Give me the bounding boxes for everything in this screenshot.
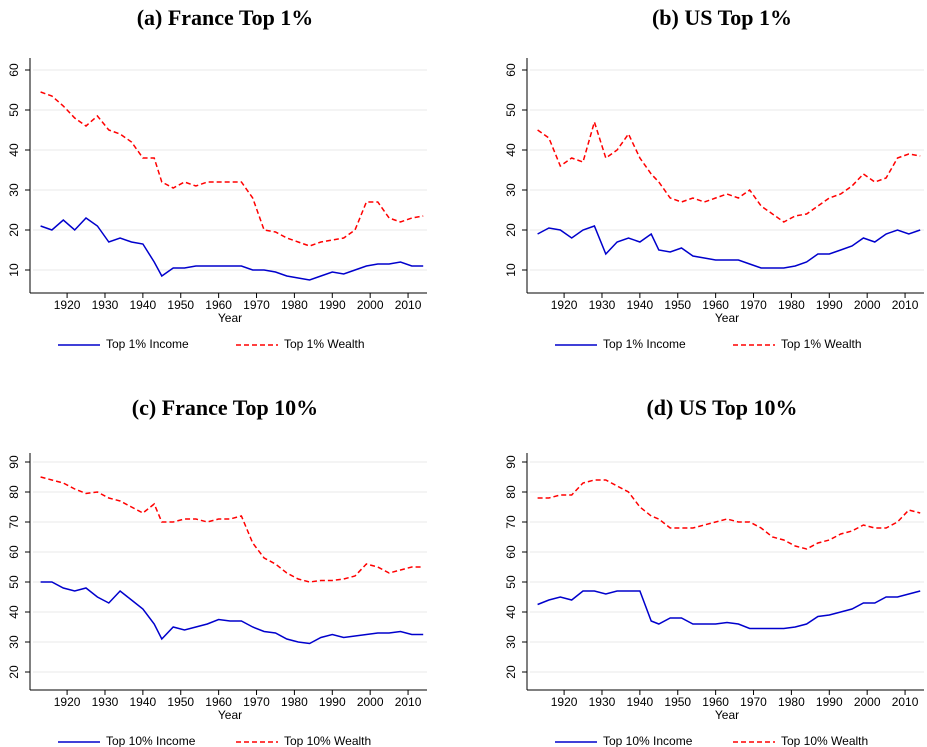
x-tick-label: 1940	[130, 695, 157, 709]
y-tick-label: 70	[504, 515, 518, 529]
y-tick-label: 40	[504, 605, 518, 619]
legend-label: Top 1% Wealth	[781, 337, 862, 351]
series-line	[537, 225, 921, 269]
legend-label: Top 1% Income	[603, 337, 686, 351]
x-tick-label: 1970	[243, 695, 270, 709]
x-tick-label: 1970	[740, 298, 767, 312]
x-tick-label: 1990	[319, 298, 346, 312]
x-tick-label: 1990	[319, 695, 346, 709]
y-tick-label: 30	[504, 635, 518, 649]
y-tick-label: 40	[7, 143, 21, 157]
x-tick-label: 1930	[92, 695, 119, 709]
panel-title: (d) US Top 10%	[646, 395, 797, 420]
panel-title: (c) France Top 10%	[132, 395, 318, 420]
x-tick-label: 2000	[854, 298, 881, 312]
y-tick-label: 80	[7, 485, 21, 499]
y-tick-label: 80	[504, 485, 518, 499]
series-line	[537, 119, 921, 223]
series-line	[40, 581, 424, 645]
x-tick-label: 1990	[816, 298, 843, 312]
panel-title: (b) US Top 1%	[652, 5, 792, 30]
legend-label: Top 10% Income	[106, 734, 196, 747]
x-tick-label: 1920	[54, 298, 81, 312]
y-tick-label: 30	[7, 635, 21, 649]
x-axis-label: Year	[218, 708, 242, 722]
x-tick-label: 1960	[205, 695, 232, 709]
series-line	[40, 476, 424, 583]
x-tick-label: 1950	[664, 695, 691, 709]
x-tick-label: 2010	[395, 298, 422, 312]
y-tick-label: 20	[7, 223, 21, 237]
series-line	[40, 91, 424, 247]
y-tick-label: 50	[7, 575, 21, 589]
y-tick-label: 70	[7, 515, 21, 529]
x-tick-label: 2000	[357, 298, 384, 312]
legend-label: Top 10% Wealth	[284, 734, 371, 747]
panel-title: (a) France Top 1%	[137, 5, 314, 30]
x-axis-label: Year	[715, 311, 739, 325]
y-tick-label: 20	[7, 665, 21, 679]
legend-label: Top 1% Income	[106, 337, 189, 351]
y-tick-label: 60	[7, 63, 21, 77]
y-tick-label: 90	[7, 455, 21, 469]
y-tick-label: 10	[7, 263, 21, 277]
legend-label: Top 10% Wealth	[781, 734, 868, 747]
y-tick-label: 50	[504, 103, 518, 117]
x-tick-label: 1960	[205, 298, 232, 312]
x-tick-label: 1990	[816, 695, 843, 709]
y-tick-label: 60	[7, 545, 21, 559]
legend-label: Top 1% Wealth	[284, 337, 365, 351]
y-tick-label: 40	[7, 605, 21, 619]
x-tick-label: 1980	[281, 298, 308, 312]
x-tick-label: 2000	[357, 695, 384, 709]
x-tick-label: 1970	[243, 298, 270, 312]
y-tick-label: 10	[504, 263, 518, 277]
y-tick-label: 20	[504, 223, 518, 237]
x-tick-label: 1920	[54, 695, 81, 709]
x-tick-label: 1930	[589, 298, 616, 312]
x-tick-label: 1920	[551, 695, 578, 709]
series-line	[537, 590, 921, 630]
series-line	[537, 479, 921, 550]
y-tick-label: 50	[7, 103, 21, 117]
x-tick-label: 1980	[281, 695, 308, 709]
y-tick-label: 60	[504, 545, 518, 559]
x-tick-label: 1960	[702, 298, 729, 312]
x-tick-label: 2010	[892, 695, 919, 709]
x-tick-label: 1930	[92, 298, 119, 312]
x-tick-label: 1940	[130, 298, 157, 312]
x-tick-label: 1950	[167, 298, 194, 312]
x-tick-label: 1980	[778, 695, 805, 709]
x-tick-label: 1980	[778, 298, 805, 312]
y-tick-label: 40	[504, 143, 518, 157]
x-tick-label: 2010	[395, 695, 422, 709]
x-tick-label: 2010	[892, 298, 919, 312]
x-tick-label: 1930	[589, 695, 616, 709]
y-tick-label: 60	[504, 63, 518, 77]
x-tick-label: 1960	[702, 695, 729, 709]
y-tick-label: 20	[504, 665, 518, 679]
x-tick-label: 1950	[664, 298, 691, 312]
legend-label: Top 10% Income	[603, 734, 693, 747]
x-tick-label: 1940	[627, 695, 654, 709]
y-tick-label: 90	[504, 455, 518, 469]
x-tick-label: 1920	[551, 298, 578, 312]
y-tick-label: 50	[504, 575, 518, 589]
x-tick-label: 2000	[854, 695, 881, 709]
x-tick-label: 1970	[740, 695, 767, 709]
x-tick-label: 1950	[167, 695, 194, 709]
x-axis-label: Year	[715, 708, 739, 722]
y-tick-label: 30	[7, 183, 21, 197]
x-tick-label: 1940	[627, 298, 654, 312]
y-tick-label: 30	[504, 183, 518, 197]
series-line	[40, 217, 424, 281]
x-axis-label: Year	[218, 311, 242, 325]
